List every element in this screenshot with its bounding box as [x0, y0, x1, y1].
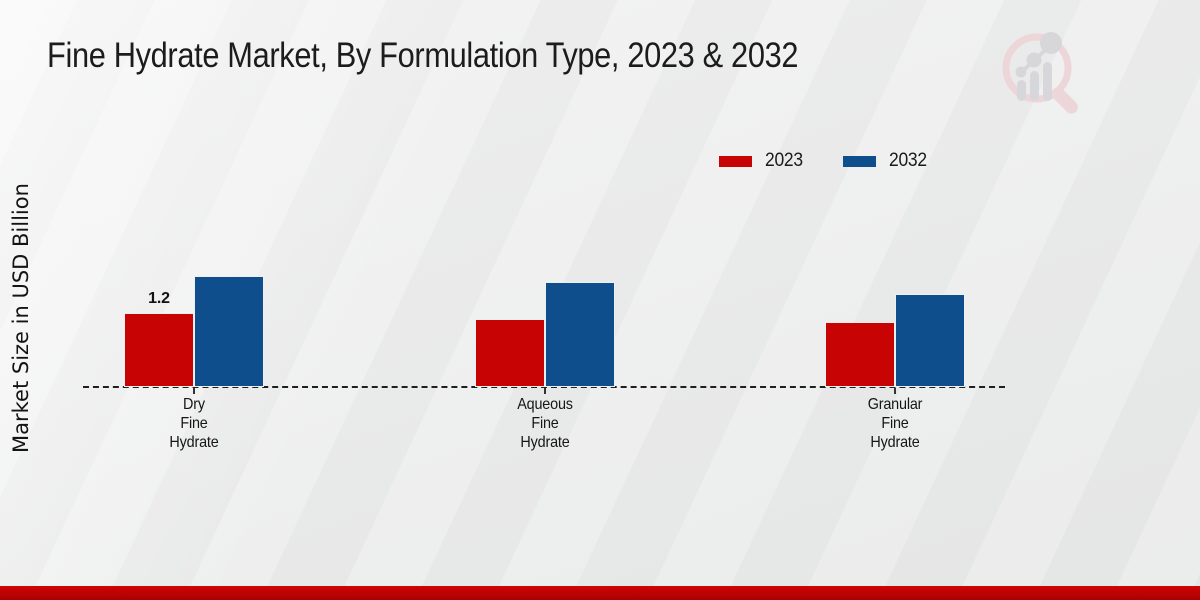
category-label-line: Fine: [180, 415, 208, 432]
category-label-line: Hydrate: [520, 434, 570, 451]
x-axis-tick: [193, 388, 195, 394]
trend-dot-icon: [1015, 66, 1027, 78]
market-research-future-logo-watermark: [1002, 32, 1078, 114]
trend-dot-icon: [1040, 32, 1062, 54]
footer-stripe: [0, 586, 1200, 600]
bar-2032-aqueous-fine-hydrate: [545, 282, 615, 387]
category-label-line: Hydrate: [870, 434, 920, 451]
legend-label-2023: 2023: [765, 150, 803, 171]
legend: 2023 2032: [719, 150, 930, 172]
bar-2023-aqueous-fine-hydrate: [475, 319, 545, 387]
category-label-dry-fine-hydrate: Dry Fine Hydrate: [124, 395, 264, 452]
bar-2032-dry-fine-hydrate: [194, 276, 264, 387]
x-axis-zero-line: [83, 386, 1005, 388]
x-axis-tick: [894, 388, 896, 394]
bar-icon: [1017, 80, 1026, 101]
legend-label-2032: 2032: [889, 150, 927, 171]
category-label-aqueous-fine-hydrate: Aqueous Fine Hydrate: [475, 395, 615, 452]
legend-item-2032: 2032: [843, 150, 930, 172]
trend-dot-icon: [1026, 52, 1042, 68]
category-label-line: Dry: [183, 396, 205, 413]
category-label-granular-fine-hydrate: Granular Fine Hydrate: [825, 395, 965, 452]
x-axis-tick: [544, 388, 546, 394]
bar-2023-granular-fine-hydrate: [825, 322, 895, 387]
bar-2023-dry-fine-hydrate: [124, 313, 194, 387]
magnifier-handle-icon: [1051, 87, 1078, 114]
legend-item-2023: 2023: [719, 150, 806, 172]
bar-icon: [1043, 62, 1052, 101]
legend-swatch-2032: [843, 155, 877, 167]
bar-icon: [1030, 71, 1039, 101]
chart-title: Fine Hydrate Market, By Formulation Type…: [47, 36, 799, 75]
category-label-line: Fine: [881, 415, 909, 432]
category-label-line: Aqueous: [517, 396, 573, 413]
category-label-line: Granular: [867, 396, 923, 413]
y-axis-label: Market Size in USD Billion: [9, 183, 33, 453]
category-label-line: Hydrate: [169, 434, 219, 451]
legend-swatch-2023: [719, 155, 752, 167]
category-label-line: Fine: [531, 415, 559, 432]
bar-value-label: 1.2: [148, 290, 170, 307]
bar-2032-granular-fine-hydrate: [895, 294, 965, 387]
